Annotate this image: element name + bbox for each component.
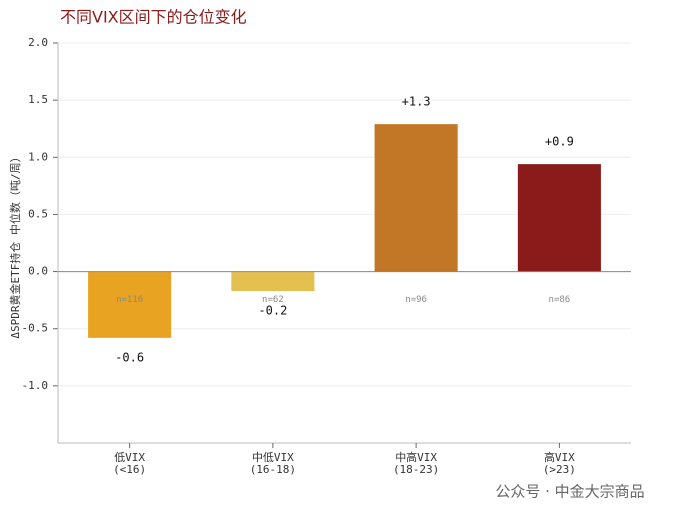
x-tick-label: 高VIX (544, 450, 575, 464)
y-tick-label: 1.0 (28, 150, 48, 163)
y-tick-label: 2.0 (28, 36, 48, 49)
x-tick-sublabel: (16-18) (250, 463, 296, 476)
chart-title: 不同VIX区间下的仓位变化 (60, 8, 247, 27)
x-tick-sublabel: (<16) (113, 463, 146, 476)
y-tick-label: -0.5 (22, 322, 49, 335)
sample-label: n=86 (549, 295, 571, 305)
value-label: +1.3 (402, 95, 431, 109)
value-label: -0.2 (258, 304, 287, 318)
x-tick-label: 中高VIX (395, 450, 437, 464)
y-tick-label: 0.5 (28, 207, 48, 220)
bar (231, 271, 315, 291)
value-label: -0.6 (115, 350, 144, 364)
bar (88, 271, 172, 338)
bar (517, 164, 601, 272)
value-label: +0.9 (545, 135, 574, 149)
watermark: 公众号 · 中金大宗商品 (495, 483, 644, 501)
y-tick-label: -1.0 (22, 379, 49, 392)
sample-label: n=62 (262, 295, 284, 305)
bar (374, 124, 458, 272)
y-axis-label: ΔSPDR黄金ETF持仓 中位数（吨/周） (8, 151, 22, 338)
sample-label: n=96 (405, 295, 427, 305)
x-tick-label: 低VIX (114, 451, 145, 464)
y-tick-label: 0.0 (28, 265, 48, 278)
x-tick-label: 中低VIX (252, 451, 294, 464)
sample-label: n=116 (116, 295, 143, 305)
y-tick-label: 1.5 (28, 93, 48, 106)
x-tick-sublabel: (18-23) (393, 463, 439, 476)
x-tick-sublabel: (>23) (543, 463, 576, 476)
